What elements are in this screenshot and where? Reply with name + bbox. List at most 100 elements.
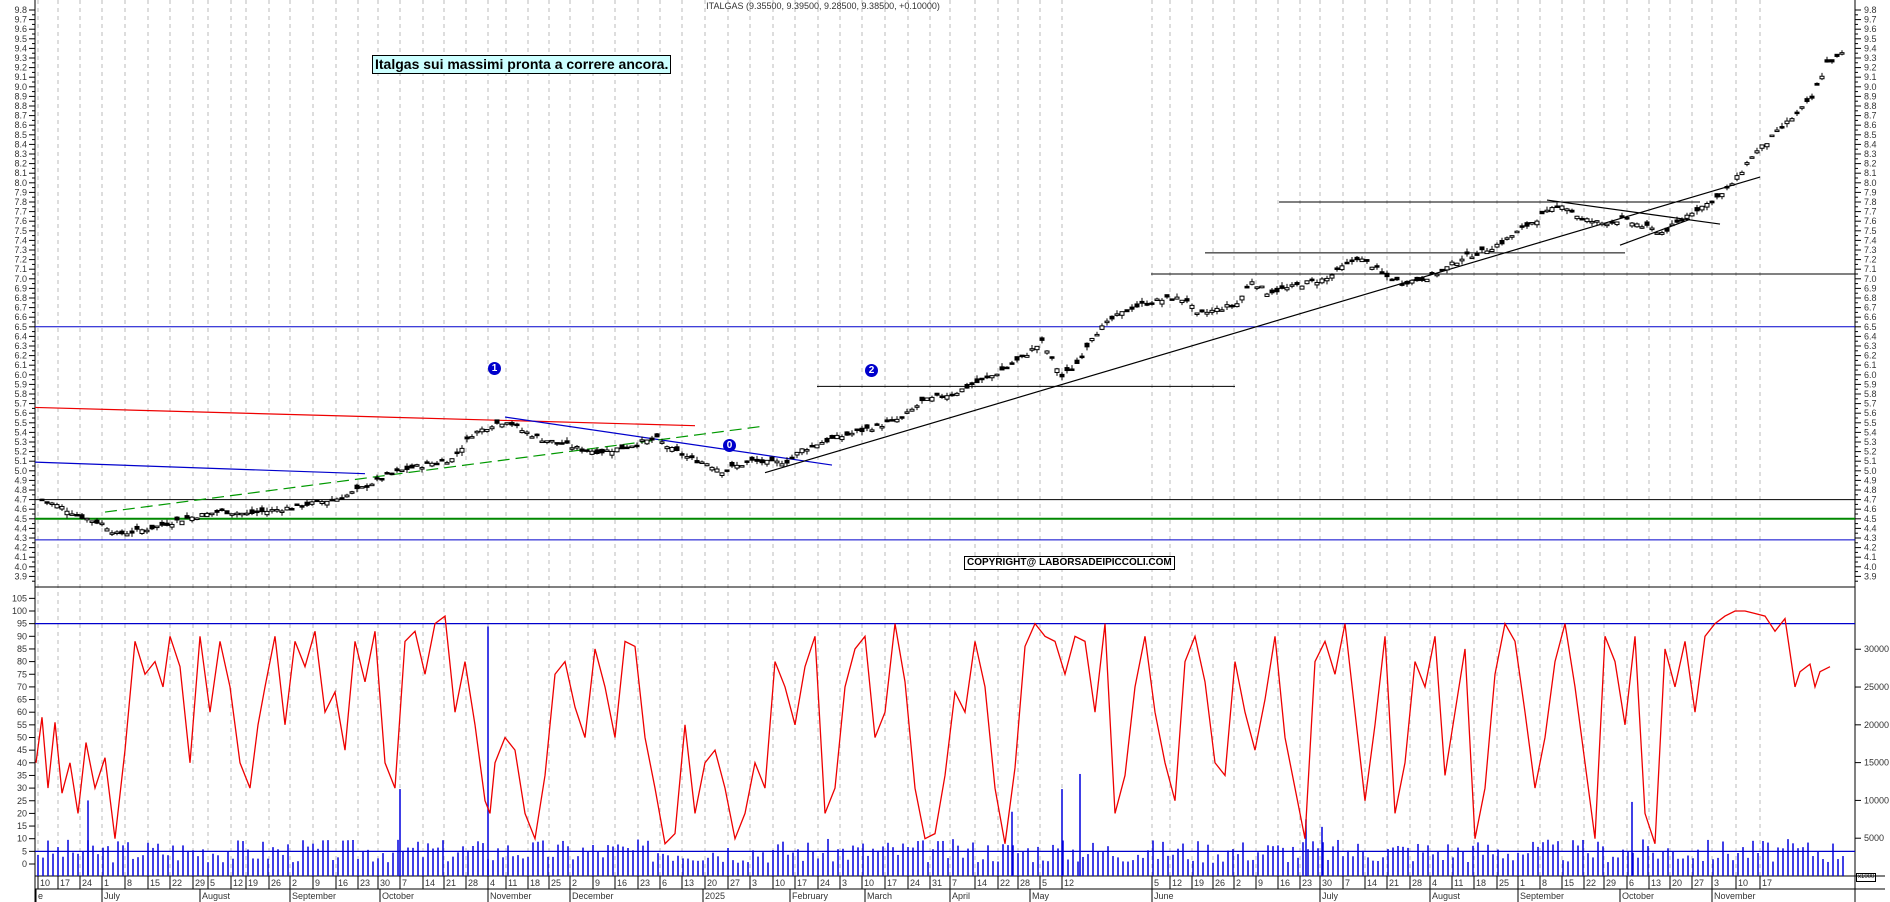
svg-text:26: 26 — [1215, 878, 1225, 888]
svg-text:9.3: 9.3 — [14, 53, 27, 63]
svg-text:45: 45 — [17, 745, 27, 755]
svg-text:9.8: 9.8 — [14, 5, 27, 15]
svg-text:5.0: 5.0 — [14, 466, 27, 476]
svg-text:4.1: 4.1 — [14, 552, 27, 562]
svg-text:17: 17 — [1762, 878, 1772, 888]
svg-text:30: 30 — [17, 783, 27, 793]
svg-text:8.6: 8.6 — [14, 120, 27, 130]
svg-text:5.4: 5.4 — [1864, 427, 1877, 437]
svg-text:8.9: 8.9 — [1864, 91, 1877, 101]
svg-text:3.9: 3.9 — [14, 571, 27, 581]
svg-text:30: 30 — [1322, 878, 1332, 888]
svg-text:8.3: 8.3 — [1864, 149, 1877, 159]
svg-text:7.7: 7.7 — [14, 207, 27, 217]
svg-text:7.5: 7.5 — [1864, 226, 1877, 236]
wave-marker-2: 2 — [865, 364, 878, 377]
svg-text:7.4: 7.4 — [1864, 235, 1877, 245]
svg-text:5.8: 5.8 — [14, 389, 27, 399]
svg-text:10: 10 — [1738, 878, 1748, 888]
svg-text:31: 31 — [932, 878, 942, 888]
svg-text:5.8: 5.8 — [1864, 389, 1877, 399]
svg-text:5.9: 5.9 — [1864, 379, 1877, 389]
svg-text:5.7: 5.7 — [14, 399, 27, 409]
svg-text:7.9: 7.9 — [1864, 187, 1877, 197]
svg-text:24: 24 — [82, 878, 92, 888]
svg-text:13: 13 — [684, 878, 694, 888]
svg-text:5.3: 5.3 — [14, 437, 27, 447]
svg-text:6.7: 6.7 — [14, 303, 27, 313]
svg-text:9.8: 9.8 — [1864, 5, 1877, 15]
svg-text:4.0: 4.0 — [14, 562, 27, 572]
svg-text:8.9: 8.9 — [14, 91, 27, 101]
svg-text:6.9: 6.9 — [1864, 283, 1877, 293]
svg-text:October: October — [1622, 891, 1654, 901]
svg-text:6.6: 6.6 — [1864, 312, 1877, 322]
svg-text:35: 35 — [17, 770, 27, 780]
svg-text:0: 0 — [22, 859, 27, 869]
svg-text:21: 21 — [446, 878, 456, 888]
svg-text:15: 15 — [150, 878, 160, 888]
svg-text:10000: 10000 — [1864, 795, 1889, 805]
svg-text:3: 3 — [842, 878, 847, 888]
svg-text:5000: 5000 — [1864, 833, 1884, 843]
svg-text:65: 65 — [17, 695, 27, 705]
date-axis: 10 17 24 1 8 15 22 29 5 12 19 26 2 9 16 23 30 7 14 21 28 4 11 1… — [35, 876, 1772, 902]
candlesticks — [39, 50, 1845, 537]
svg-text:8.0: 8.0 — [1864, 178, 1877, 188]
svg-text:95: 95 — [17, 619, 27, 629]
svg-text:5.7: 5.7 — [1864, 399, 1877, 409]
svg-text:7.1: 7.1 — [1864, 264, 1877, 274]
svg-text:3.9: 3.9 — [1864, 571, 1877, 581]
svg-text:9.1: 9.1 — [14, 72, 27, 82]
svg-text:50: 50 — [17, 733, 27, 743]
svg-text:6.8: 6.8 — [14, 293, 27, 303]
svg-text:2: 2 — [572, 878, 577, 888]
svg-text:25: 25 — [551, 878, 561, 888]
svg-text:10: 10 — [17, 834, 27, 844]
svg-text:10: 10 — [40, 878, 50, 888]
svg-text:8.6: 8.6 — [1864, 120, 1877, 130]
svg-text:5: 5 — [22, 846, 27, 856]
svg-text:7.0: 7.0 — [14, 274, 27, 284]
svg-text:6.4: 6.4 — [14, 331, 27, 341]
svg-text:2: 2 — [1236, 878, 1241, 888]
svg-text:8.7: 8.7 — [1864, 111, 1877, 121]
svg-text:4.5: 4.5 — [14, 514, 27, 524]
svg-text:4.3: 4.3 — [14, 533, 27, 543]
svg-text:6.5: 6.5 — [14, 322, 27, 332]
svg-text:23: 23 — [640, 878, 650, 888]
svg-text:November: November — [1714, 891, 1756, 901]
svg-text:15: 15 — [1564, 878, 1574, 888]
svg-text:4.4: 4.4 — [14, 523, 27, 533]
svg-text:4.4: 4.4 — [1864, 523, 1877, 533]
svg-text:9.5: 9.5 — [14, 34, 27, 44]
svg-text:13: 13 — [1651, 878, 1661, 888]
svg-text:5: 5 — [210, 878, 215, 888]
svg-text:5: 5 — [1154, 878, 1159, 888]
svg-text:February: February — [792, 891, 829, 901]
svg-text:85: 85 — [17, 644, 27, 654]
svg-text:8: 8 — [127, 878, 132, 888]
svg-text:October: October — [382, 891, 414, 901]
svg-text:9.1: 9.1 — [1864, 72, 1877, 82]
svg-text:40: 40 — [17, 758, 27, 768]
svg-text:7.0: 7.0 — [1864, 274, 1877, 284]
svg-text:September: September — [292, 891, 336, 901]
svg-text:19: 19 — [248, 878, 258, 888]
svg-text:9.0: 9.0 — [1864, 82, 1877, 92]
svg-text:6.0: 6.0 — [14, 370, 27, 380]
svg-text:8.8: 8.8 — [1864, 101, 1877, 111]
svg-text:60: 60 — [17, 707, 27, 717]
svg-text:4.9: 4.9 — [14, 475, 27, 485]
svg-text:9.4: 9.4 — [1864, 43, 1877, 53]
svg-text:8.0: 8.0 — [14, 178, 27, 188]
svg-text:105: 105 — [12, 593, 27, 603]
svg-text:December: December — [572, 891, 614, 901]
svg-text:8: 8 — [1542, 878, 1547, 888]
svg-text:4.3: 4.3 — [1864, 533, 1877, 543]
svg-text:5.5: 5.5 — [1864, 418, 1877, 428]
svg-text:22: 22 — [1586, 878, 1596, 888]
svg-text:19: 19 — [1194, 878, 1204, 888]
svg-text:5.2: 5.2 — [1864, 447, 1877, 457]
svg-text:29: 29 — [195, 878, 205, 888]
